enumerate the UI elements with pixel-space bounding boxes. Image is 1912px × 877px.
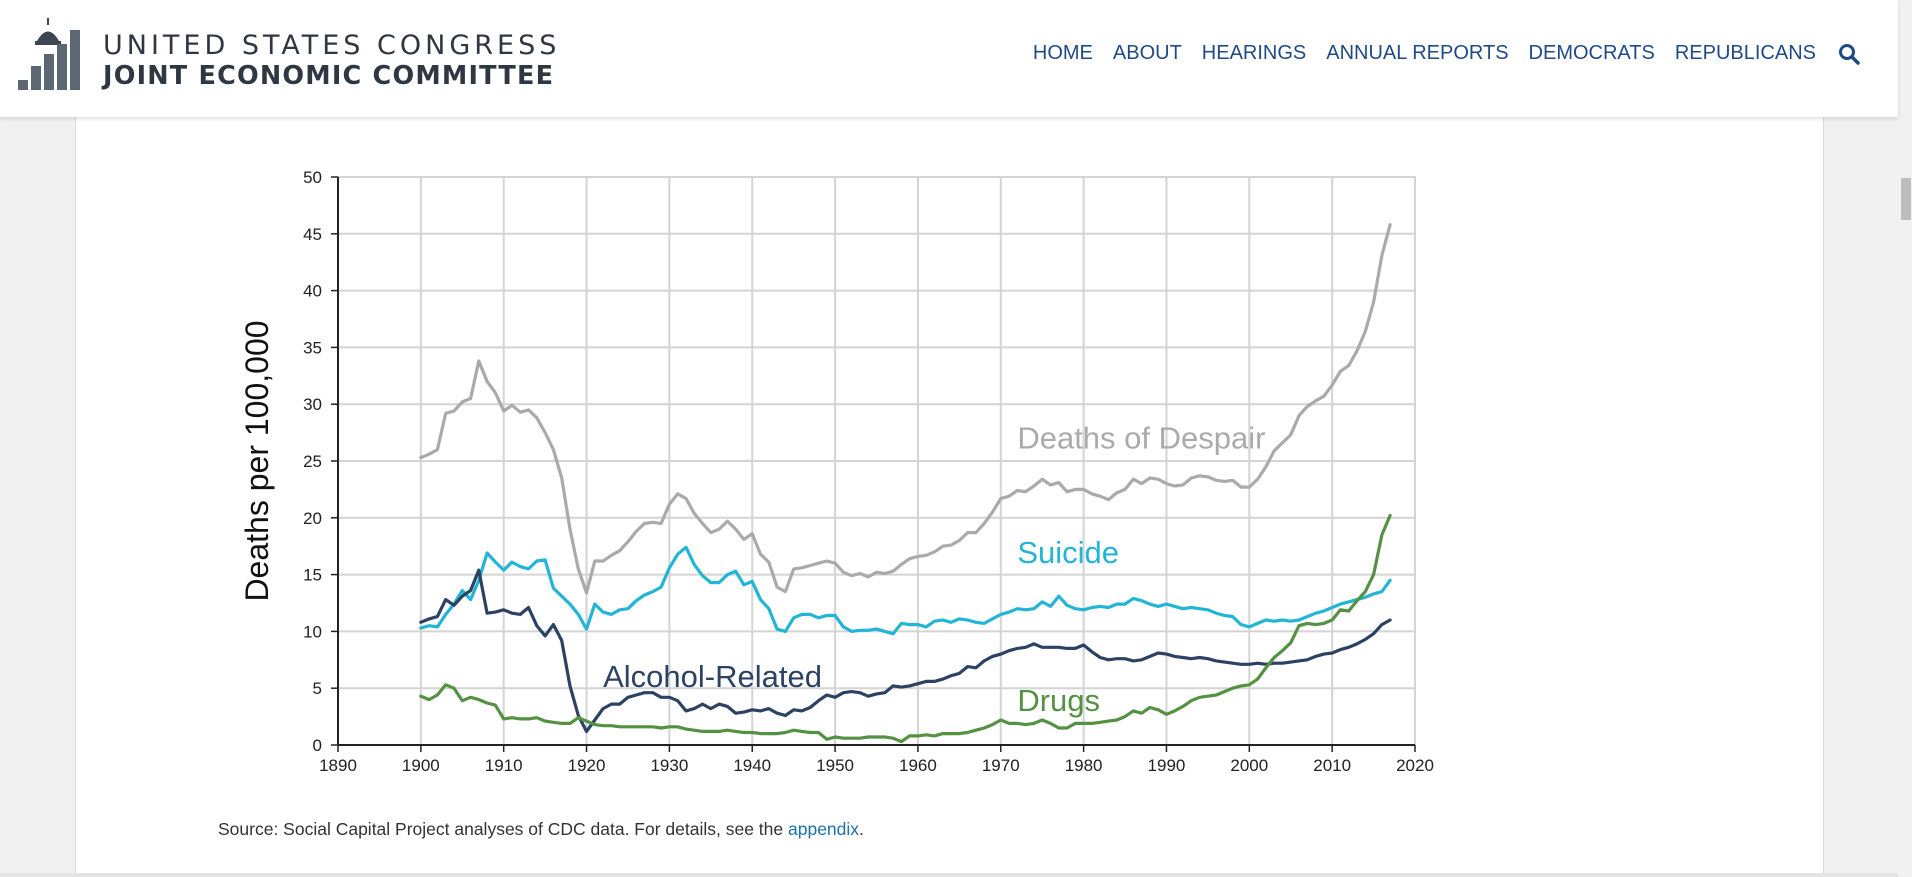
scrollbar-track[interactable]: [1898, 0, 1912, 877]
y-tick-label: 30: [303, 395, 322, 414]
y-tick-label: 40: [303, 282, 322, 301]
y-tick-label: 50: [303, 168, 322, 187]
series-line-drugs: [419, 513, 1392, 744]
y-axis-label: Deaths per 100,000: [239, 320, 275, 601]
bottom-edge: [0, 873, 1898, 877]
series-label-deaths-of-despair: Deaths of Despair: [1017, 421, 1265, 456]
source-note: Source: Social Capital Project analyses …: [218, 819, 864, 840]
logo-title-line2[interactable]: JOINT ECONOMIC COMMITTEE: [103, 61, 555, 91]
search-icon[interactable]: [1838, 43, 1860, 65]
series-line-alcohol-related: [419, 568, 1392, 733]
source-end: .: [859, 819, 864, 839]
series-label-suicide: Suicide: [1017, 535, 1119, 570]
site-header: UNITED STATES CONGRESS JOINT ECONOMIC CO…: [0, 0, 1898, 117]
series-label-drugs: Drugs: [1017, 683, 1100, 718]
x-tick-label: 1940: [733, 756, 771, 775]
y-tick-label: 15: [303, 566, 322, 585]
x-tick-label: 1900: [402, 756, 440, 775]
x-tick-label: 1920: [568, 756, 606, 775]
logo-title-line1[interactable]: UNITED STATES CONGRESS: [103, 30, 561, 61]
y-tick-label: 10: [303, 622, 322, 641]
x-tick-label: 1890: [319, 756, 357, 775]
x-tick-label: 2010: [1313, 756, 1351, 775]
nav-about[interactable]: ABOUT: [1112, 42, 1182, 64]
series-line-suicide: [419, 545, 1392, 636]
series-line-deaths-of-despair: [419, 223, 1392, 595]
y-tick-label: 45: [303, 225, 322, 244]
nav-annual-reports[interactable]: ANNUAL REPORTS: [1326, 42, 1509, 64]
scrollbar-thumb[interactable]: [1901, 178, 1911, 220]
x-tick-label: 2000: [1230, 756, 1268, 775]
x-tick-label: 2020: [1396, 756, 1434, 775]
y-tick-label: 0: [313, 736, 322, 755]
y-tick-label: 5: [313, 679, 322, 698]
capitol-logo-icon[interactable]: [18, 16, 82, 90]
x-tick-label: 1970: [982, 756, 1020, 775]
main-nav: HOME ABOUT HEARINGS ANNUAL REPORTS DEMOC…: [1013, 42, 1860, 65]
x-tick-label: 1960: [899, 756, 937, 775]
x-tick-label: 1930: [650, 756, 688, 775]
x-tick-label: 1950: [816, 756, 854, 775]
nav-hearings[interactable]: HEARINGS: [1201, 42, 1307, 64]
source-text: Source: Social Capital Project analyses …: [218, 819, 788, 839]
series-label-alcohol-related: Alcohol-Related: [603, 659, 822, 694]
x-tick-label: 1990: [1148, 756, 1186, 775]
x-tick-label: 1910: [485, 756, 523, 775]
nav-home[interactable]: HOME: [1032, 42, 1093, 64]
y-tick-label: 20: [303, 509, 322, 528]
nav-republicans[interactable]: REPUBLICANS: [1674, 42, 1816, 64]
x-tick-label: 1980: [1065, 756, 1103, 775]
y-tick-label: 35: [303, 338, 322, 357]
nav-democrats[interactable]: DEMOCRATS: [1528, 42, 1655, 64]
appendix-link[interactable]: appendix: [788, 819, 860, 839]
y-tick-label: 25: [303, 452, 322, 471]
